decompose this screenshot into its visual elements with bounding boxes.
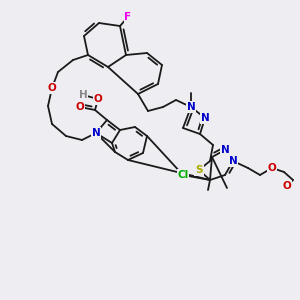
Text: Cl: Cl xyxy=(177,170,189,180)
Text: O: O xyxy=(94,94,102,104)
Text: N: N xyxy=(201,113,209,123)
Text: S: S xyxy=(195,165,203,175)
Text: N: N xyxy=(187,102,195,112)
Text: O: O xyxy=(76,102,84,112)
Text: O: O xyxy=(268,163,276,173)
Text: O: O xyxy=(283,181,291,191)
Text: O: O xyxy=(48,83,56,93)
Text: N: N xyxy=(220,145,230,155)
Text: N: N xyxy=(92,128,100,138)
Text: O: O xyxy=(283,181,291,191)
Text: N: N xyxy=(229,156,237,166)
Text: H: H xyxy=(79,90,87,100)
Text: F: F xyxy=(124,12,132,22)
